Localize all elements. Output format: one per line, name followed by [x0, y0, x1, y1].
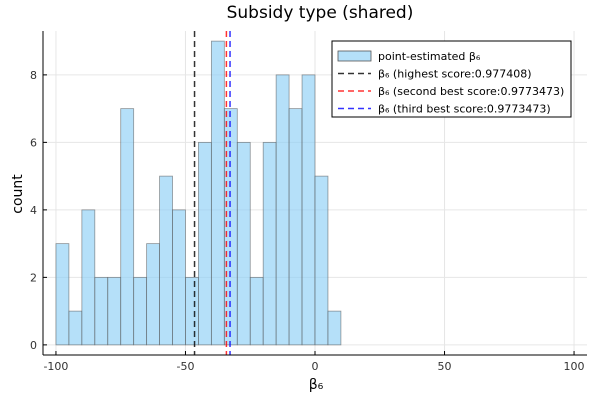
- histogram-bar: [262, 141, 277, 346]
- legend-box: [331, 40, 572, 118]
- histogram-bar: [133, 276, 148, 346]
- histogram-bar: [107, 276, 122, 346]
- histogram-bar: [185, 276, 199, 346]
- histogram-bar: [68, 310, 83, 346]
- legend-label-histogram: point-estimated β₆: [378, 50, 481, 63]
- histogram-bars: [55, 40, 342, 346]
- histogram-bar: [159, 175, 173, 346]
- histogram-bar: [146, 243, 160, 346]
- histogram-bar: [327, 310, 342, 346]
- histogram-bar: [210, 40, 225, 346]
- legend-label-vline: β₆ (third best score:0.9773473): [378, 103, 551, 116]
- x-tick-label: 50: [438, 360, 452, 373]
- legend: point-estimated β₆ β₆ (highest score:0.97…: [331, 40, 572, 118]
- histogram-bar: [275, 74, 290, 346]
- histogram-bar: [301, 74, 316, 346]
- y-tick-label: 4: [30, 204, 37, 217]
- y-axis-label: count: [10, 174, 26, 214]
- y-tick-label: 6: [30, 136, 37, 149]
- histogram-bar: [172, 209, 186, 346]
- x-tick-label: 100: [564, 360, 585, 373]
- y-tick-label: 2: [30, 271, 37, 284]
- x-tick-label: 0: [312, 360, 319, 373]
- x-axis-label: β₆: [309, 377, 324, 393]
- histogram-bar: [81, 209, 96, 346]
- legend-label-vline: β₆ (highest score:0.977408): [378, 68, 532, 81]
- y-tick-label: 0: [30, 339, 37, 352]
- histogram-bar: [198, 141, 212, 346]
- histogram-bar: [94, 276, 109, 346]
- score-lines: [193, 31, 231, 355]
- chart-title: Subsidy type (shared): [227, 3, 414, 23]
- legend-swatch-histogram: [337, 50, 372, 62]
- histogram-bar: [314, 175, 329, 346]
- histogram-bar: [55, 243, 70, 346]
- histogram-bar: [120, 108, 135, 346]
- y-tick-label: 8: [30, 69, 37, 82]
- legend-label-vline: β₆ (second best score:0.9773473): [378, 85, 564, 98]
- histogram-bar: [288, 108, 303, 346]
- histogram-bar: [236, 141, 251, 346]
- x-tick-label: -50: [176, 360, 194, 373]
- tick-labels: -100 -50 0 50 100 0 2 4 6 8: [30, 69, 585, 373]
- x-tick-label: -100: [43, 360, 68, 373]
- histogram-bar: [249, 276, 264, 346]
